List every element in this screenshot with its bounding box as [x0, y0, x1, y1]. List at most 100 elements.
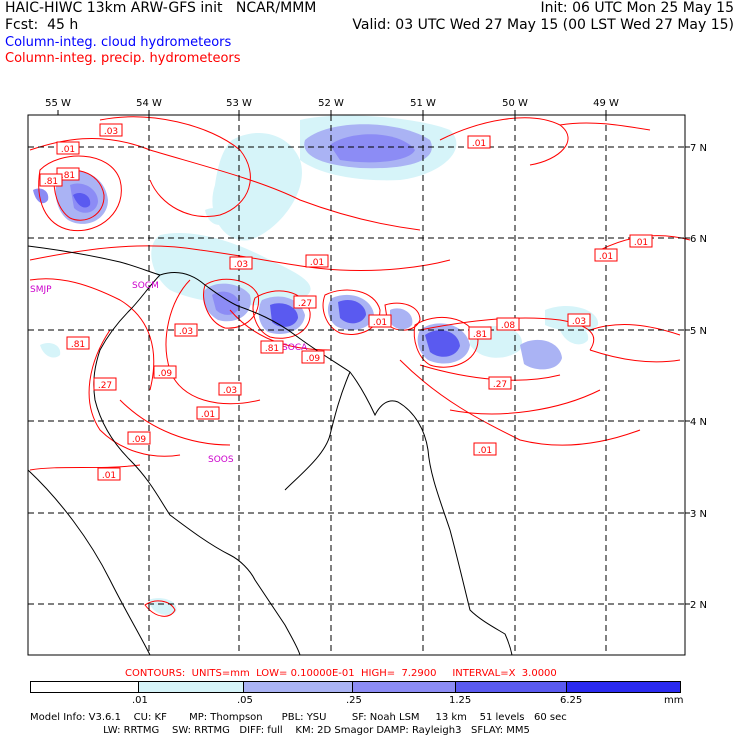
- contour-label: .03: [179, 327, 193, 337]
- contour-label: .08: [501, 321, 516, 331]
- model-title: HAIC-HIWC 13km ARW-GFS init NCAR/MMM: [5, 0, 317, 16]
- colorbar-tick: .25: [346, 695, 362, 706]
- contour-label-box: [56, 141, 80, 155]
- contour-label-box: [368, 314, 392, 328]
- contour-label: .01: [478, 446, 492, 456]
- contour-label-box: [97, 467, 121, 481]
- contour-label: .03: [572, 317, 586, 327]
- lon-labels: 55 W 54 W 53 W 52 W 51 W 50 W 49 W: [45, 98, 619, 109]
- contour-label: .09: [158, 369, 173, 379]
- contour-label-box: [218, 382, 242, 396]
- station-label: SOCA: [282, 343, 308, 353]
- contour-label: .01: [472, 139, 486, 149]
- contour-label-box: [629, 234, 653, 248]
- lat-lon-grid: [28, 115, 685, 655]
- colorbar-segment: [455, 681, 567, 693]
- map-frame: [27, 114, 686, 656]
- contour-label-box: [301, 350, 325, 364]
- contour-label: .01: [599, 252, 613, 262]
- contour-label-box: [293, 295, 317, 309]
- init-time: Init: 06 UTC Mon 25 May 15: [540, 0, 734, 16]
- contour-label: .03: [223, 386, 237, 396]
- model-info-line2: LW: RRTMG SW: RRTMG DIFF: full KM: 2D Sm…: [30, 725, 530, 736]
- lat-label: 6 N: [690, 234, 707, 245]
- contour-label: .01: [634, 238, 648, 248]
- model-info-line1: Model Info: V3.6.1 CU: KF MP: Thompson P…: [30, 712, 567, 723]
- valid-time: Valid: 03 UTC Wed 27 May 15 (00 LST Wed …: [352, 17, 734, 33]
- contour-label-box: [127, 431, 151, 445]
- station-label: SOCM: [132, 281, 159, 291]
- lon-label: 51 W: [410, 98, 436, 109]
- station-labels: SMJP SOCM SOCA SOOS: [30, 281, 308, 465]
- colorbar-segment: [138, 681, 244, 693]
- lon-label: 49 W: [593, 98, 619, 109]
- contour-label-box: [260, 340, 284, 354]
- colorbar-unit: mm: [664, 695, 684, 706]
- contour-labels: .03 .01 .81 .01 .03 .01 .01 .01 .27 .01 .03 .81 .09.…: [39, 123, 653, 481]
- contour-label: .09: [306, 354, 321, 364]
- colorbar-tick: .05: [237, 695, 253, 706]
- contour-info: CONTOURS: UNITS=mm LOW= 0.10000E-01 HIGH…: [125, 668, 557, 679]
- field-precip-label: Column-integ. precip. hydrometeors: [5, 51, 241, 66]
- lon-label: 50 W: [502, 98, 528, 109]
- contour-label-box: [467, 135, 491, 149]
- contour-label: .81: [61, 171, 75, 181]
- cloud-shading: [33, 115, 599, 615]
- colorbar-segment: [566, 681, 681, 693]
- contour-label: .27: [298, 299, 312, 309]
- lon-label: 53 W: [226, 98, 252, 109]
- forecast-hour: Fcst: 45 h: [5, 17, 79, 33]
- precip-contours: [29, 116, 691, 617]
- lon-label: 55 W: [45, 98, 71, 109]
- contour-label: .01: [61, 145, 75, 155]
- station-label: SOOS: [208, 455, 234, 465]
- contour-label-box: [468, 326, 492, 340]
- contour-label-box: [39, 173, 63, 187]
- contour-label: .01: [201, 410, 215, 420]
- contour-label-box: [99, 123, 123, 137]
- contour-label: .81: [71, 340, 85, 350]
- lon-label: 52 W: [318, 98, 344, 109]
- colorbar-tick: 6.25: [560, 695, 583, 706]
- lat-label: 5 N: [690, 326, 707, 337]
- contour-label: .09: [132, 435, 147, 445]
- contour-label-box: [93, 377, 117, 391]
- tick-marks: [57, 110, 690, 605]
- lat-label: 3 N: [690, 509, 707, 520]
- contour-label: .27: [98, 381, 112, 391]
- contour-label-box: [66, 336, 90, 350]
- contour-label-box: [496, 317, 520, 331]
- colorbar-segment: [30, 681, 139, 693]
- contour-label-box: [153, 365, 177, 379]
- contour-label-box: [305, 254, 329, 268]
- contour-label-box: [567, 313, 591, 327]
- contour-label: .27: [493, 380, 507, 390]
- lat-label: 2 N: [690, 600, 707, 611]
- lat-label: 7 N: [690, 143, 707, 154]
- contour-label-box: [196, 406, 220, 420]
- contour-label: .01: [102, 471, 116, 481]
- field-cloud-label: Column-integ. cloud hydrometeors: [5, 35, 232, 50]
- contour-label: .81: [44, 177, 58, 187]
- contour-label: .81: [473, 330, 487, 340]
- colorbar-segment: [352, 681, 456, 693]
- lat-labels: 7 N 6 N 5 N 4 N 3 N 2 N: [690, 143, 707, 611]
- station-label: SMJP: [30, 285, 52, 295]
- contour-label: .81: [265, 344, 279, 354]
- colorbar-tick: .01: [132, 695, 148, 706]
- lat-label: 4 N: [690, 417, 707, 428]
- contour-label: .03: [234, 260, 248, 270]
- contour-label: .03: [104, 127, 118, 137]
- lon-label: 54 W: [136, 98, 162, 109]
- contour-label-box: [473, 442, 497, 456]
- coastline: [27, 245, 513, 656]
- contour-label-box: [488, 376, 512, 390]
- contour-label-box: [594, 248, 618, 262]
- contour-label: .01: [373, 318, 387, 328]
- colorbar-tick: 1.25: [449, 695, 472, 706]
- contour-label: .01: [310, 258, 324, 268]
- contour-label-box: [229, 256, 253, 270]
- contour-label-box: [174, 323, 198, 337]
- colorbar-segment: [243, 681, 353, 693]
